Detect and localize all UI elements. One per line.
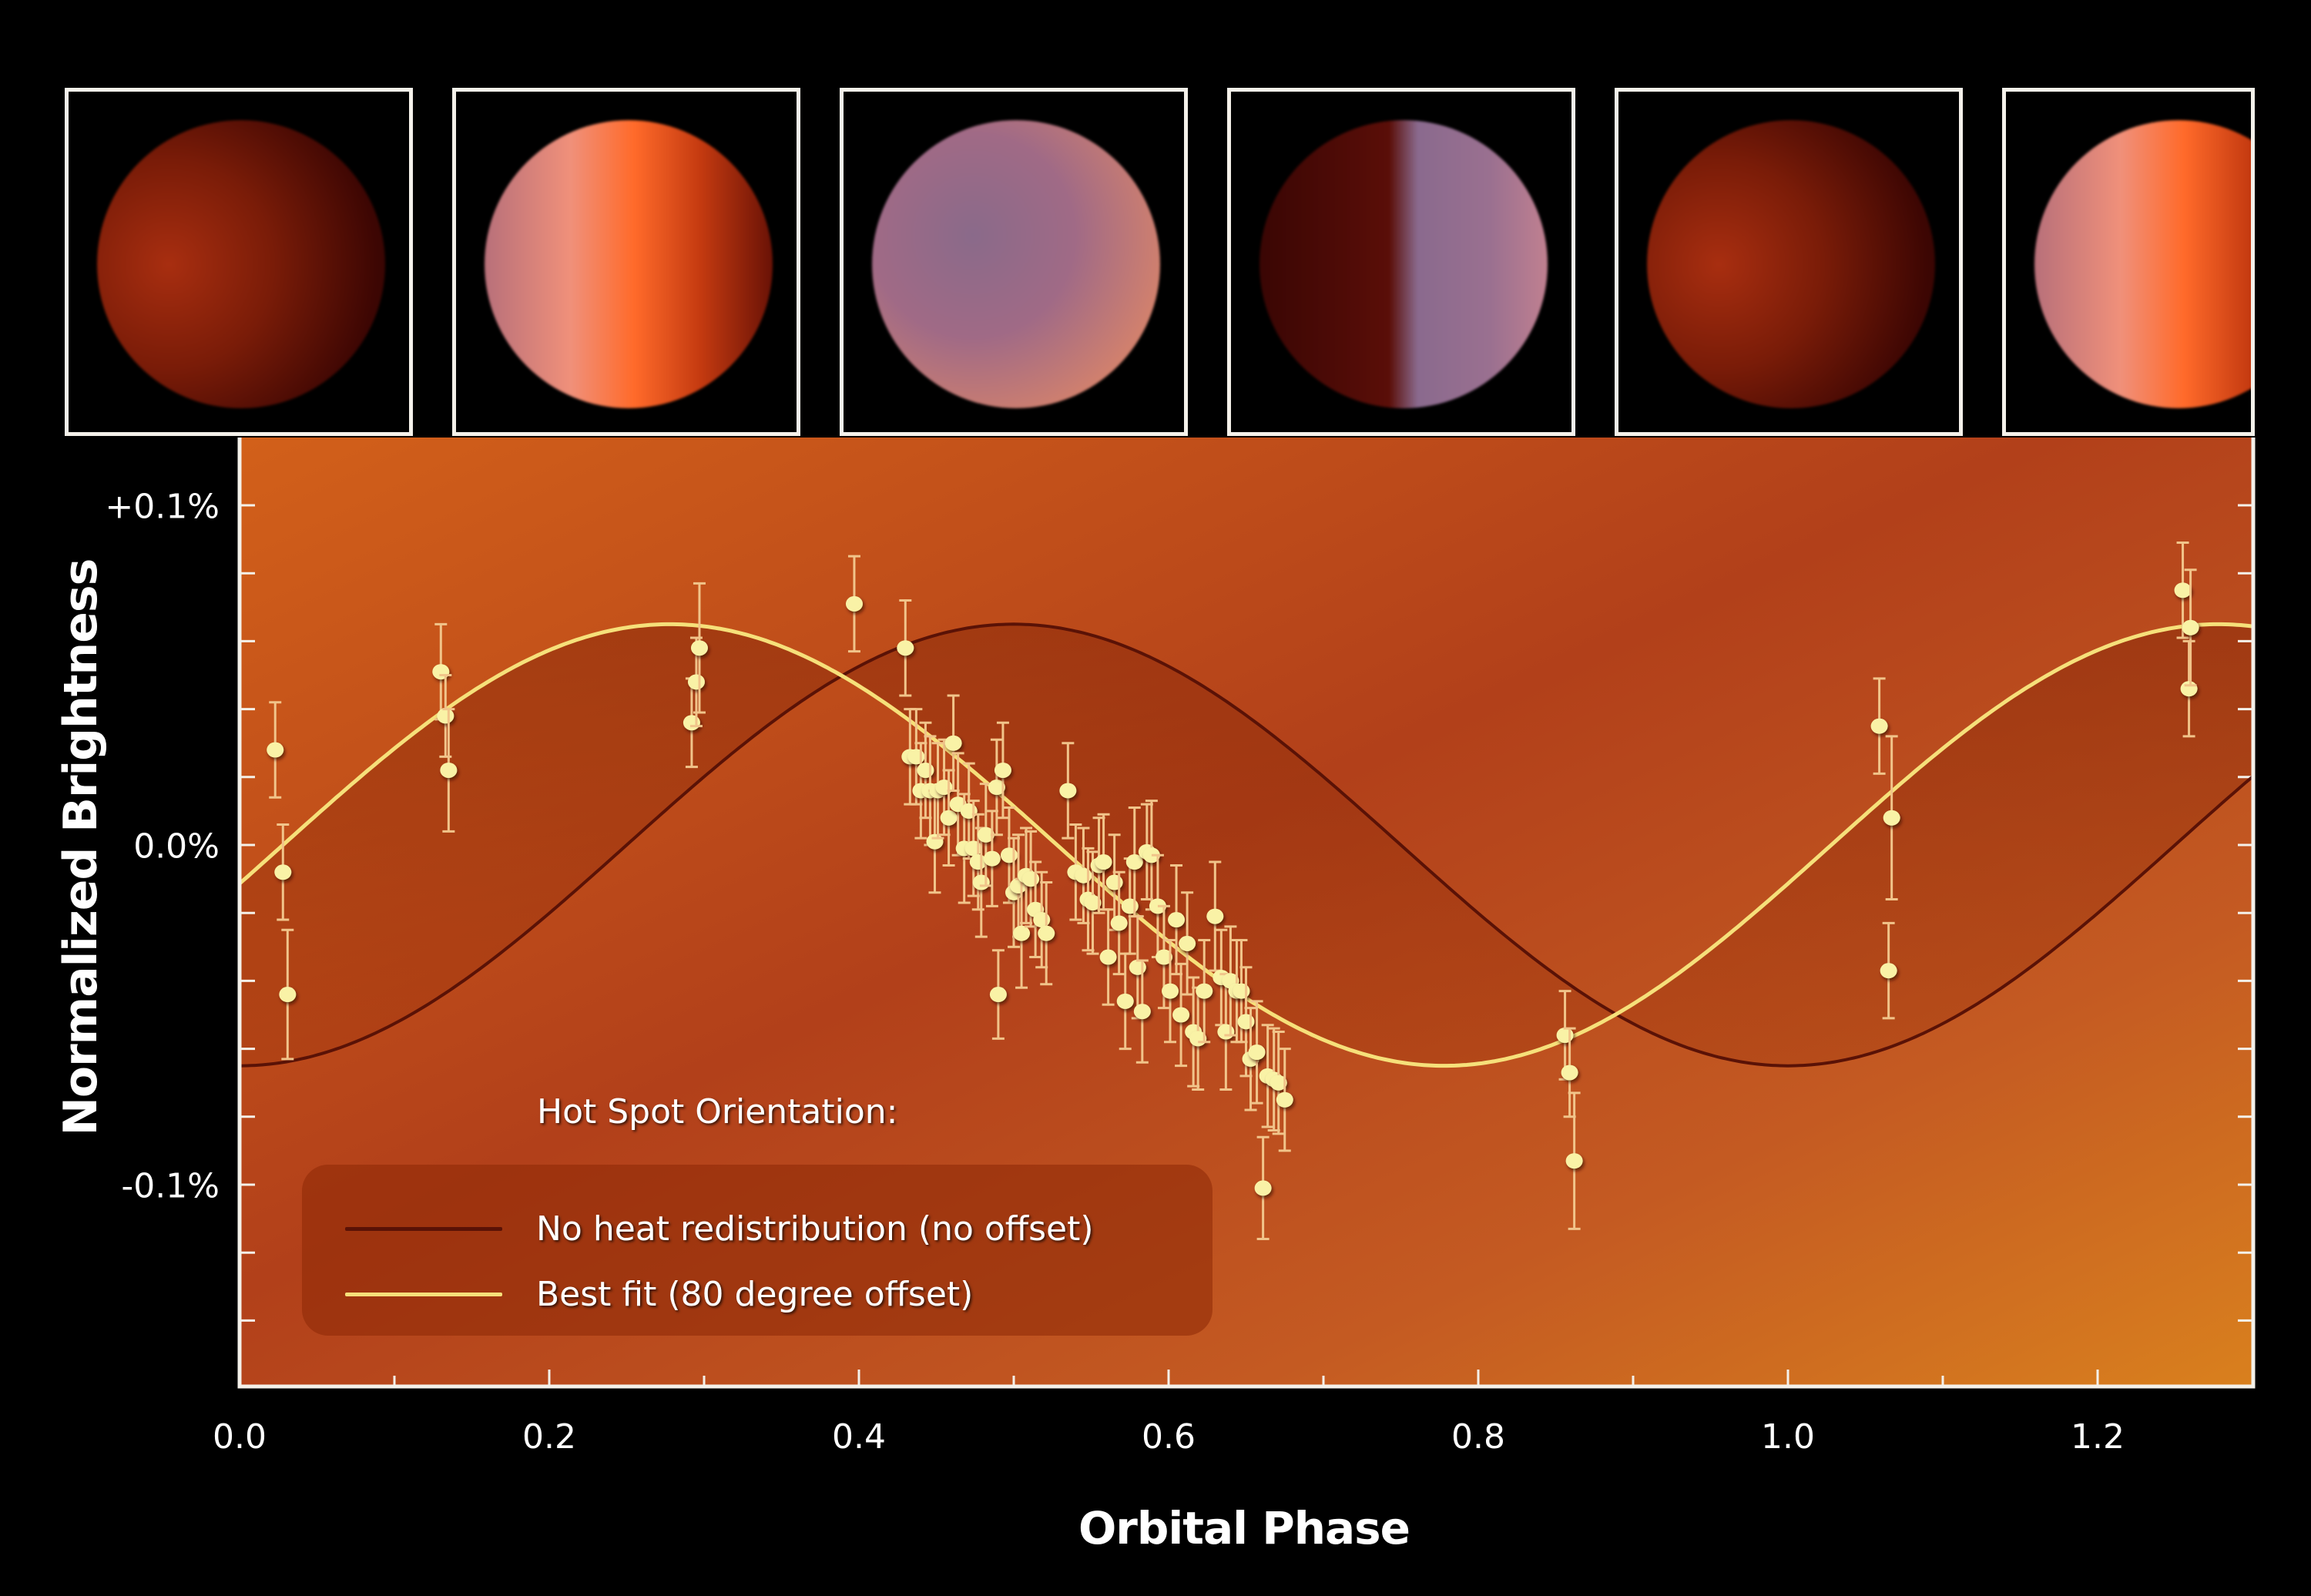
legend-label: Best fit (80 degree offset) — [536, 1275, 974, 1314]
data-point — [1038, 881, 1055, 986]
x-tick-label: 1.2 — [2071, 1417, 2125, 1457]
data-point — [2174, 542, 2192, 639]
data-point — [845, 555, 863, 653]
data-point — [1162, 938, 1179, 1044]
x-tick-label: 1.0 — [1761, 1417, 1815, 1457]
data-point — [1027, 860, 1045, 959]
data-point — [267, 701, 284, 799]
y-tick-label: -0.1% — [121, 1166, 220, 1206]
planet-thumbnail-1 — [65, 88, 413, 436]
planet-image-lit — [872, 120, 1160, 408]
data-point — [1013, 877, 1031, 989]
axis-ticks — [238, 504, 2254, 1386]
data-point — [1254, 1135, 1272, 1241]
no-offset-curve — [239, 622, 2254, 1068]
data-point — [994, 721, 1011, 820]
legend-label: No heat redistribution (no offset) — [536, 1209, 1094, 1249]
planet-thumbnail-6 — [2002, 88, 2255, 436]
planet-image-hotspot — [485, 120, 773, 408]
data-point — [690, 582, 708, 714]
x-tick-label: 0.8 — [1451, 1417, 1505, 1457]
data-point — [989, 949, 1007, 1040]
planet-thumbnail-4 — [1227, 88, 1575, 436]
y-axis-label: Normalized Brightness — [54, 558, 108, 1136]
planet-image-hotspot — [2034, 120, 2251, 408]
data-point — [983, 810, 1001, 907]
x-tick-label: 0.2 — [522, 1417, 576, 1457]
data-point — [1565, 1091, 1583, 1230]
data-point — [1248, 1000, 1266, 1105]
data-point — [1276, 1048, 1293, 1152]
data-point — [440, 708, 458, 833]
data-point — [1168, 863, 1186, 976]
data-point — [1099, 908, 1117, 1006]
data-point — [897, 598, 914, 697]
y-tick-label: 0.0% — [133, 826, 220, 867]
data-point — [1270, 1031, 1287, 1135]
plot-frame — [237, 438, 2256, 1389]
legend-item-best-fit: Best fit (80 degree offset) — [345, 1275, 973, 1314]
x-tick-label: 0.0 — [213, 1417, 267, 1457]
x-axis-label: Orbital Phase — [1078, 1502, 1410, 1554]
data-point — [1059, 742, 1077, 840]
data-point — [940, 769, 958, 867]
data-point — [988, 738, 1005, 837]
legend-swatch-dark-line — [345, 1227, 502, 1231]
data-point — [1133, 959, 1151, 1064]
legend-item-no-offset: No heat redistribution (no offset) — [345, 1209, 1094, 1249]
planet-image-dark — [1647, 120, 1935, 408]
data-point — [1172, 962, 1190, 1068]
data-point — [1206, 860, 1224, 972]
legend-swatch-yellow-line — [345, 1293, 502, 1296]
x-tick-label: 0.6 — [1142, 1417, 1196, 1457]
data-point — [1870, 677, 1888, 775]
data-point — [1880, 921, 1897, 1020]
planet-thumbnail-3 — [840, 88, 1188, 436]
x-tick-label: 0.4 — [832, 1417, 886, 1457]
planet-thumbnail-2 — [452, 88, 800, 436]
planet-thumbnail-5 — [1615, 88, 1963, 436]
data-points — [267, 542, 2199, 1241]
planet-image-dark — [97, 120, 385, 408]
y-tick-label: +0.1% — [105, 487, 220, 527]
legend: No heat redistribution (no offset) Best … — [302, 1165, 1213, 1336]
data-point — [2182, 568, 2199, 687]
data-point — [1116, 952, 1134, 1051]
data-point — [1125, 806, 1143, 918]
planet-image-half — [1259, 120, 1548, 408]
data-point — [1883, 735, 1900, 901]
data-point — [1196, 938, 1213, 1044]
legend-title: Hot Spot Orientation: — [537, 1092, 898, 1132]
data-point — [279, 928, 297, 1061]
data-point — [274, 823, 292, 921]
data-point — [1179, 891, 1196, 996]
data-point — [1561, 1027, 1578, 1118]
data-point — [1110, 870, 1128, 976]
curve-difference-band — [240, 624, 2253, 1066]
